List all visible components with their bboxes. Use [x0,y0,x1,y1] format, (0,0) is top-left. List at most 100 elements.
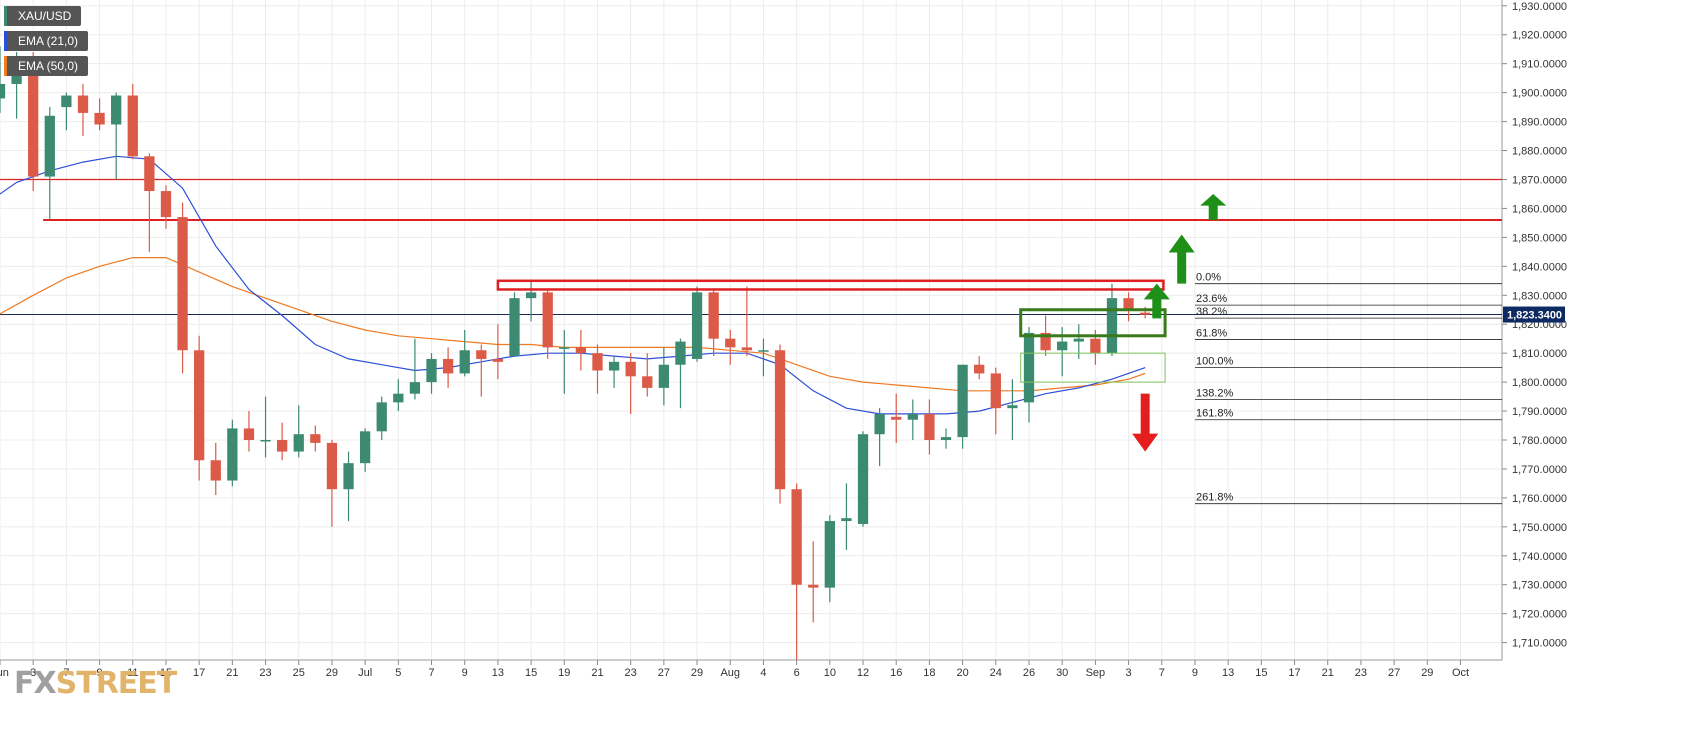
candle-body [1073,338,1084,342]
candle-body [476,350,487,359]
y-tick-label: 1,790.0000 [1512,406,1567,418]
x-tick-label: 15 [525,667,537,679]
x-tick-label: 19 [558,667,570,679]
candle-body [376,402,387,432]
x-tick-label: 10 [824,667,836,679]
candle-body [559,347,570,349]
x-tick-label: 21 [1322,667,1334,679]
candle-body [160,191,172,218]
legend-symbol-swatch [4,6,7,26]
x-tick-label: Jun [0,667,9,679]
legend-symbol[interactable]: XAU/USD [4,6,82,26]
candle-body [907,413,918,420]
x-tick-label: 13 [1222,667,1234,679]
candle-body [691,292,703,359]
logo-street: STREET [55,666,178,701]
candle-body [243,428,255,440]
candle-body [1090,338,1101,354]
candle-body [409,382,421,394]
candle-body [492,358,504,362]
x-tick-label: 27 [1388,667,1400,679]
candle-body [1140,312,1151,315]
candle-body [260,440,271,442]
x-tick-label: 7 [63,667,69,679]
legend-symbol-label: XAU/USD [18,9,72,23]
y-tick-label: 1,720.0000 [1512,609,1567,621]
x-tick-label: 9 [1192,667,1198,679]
candle-body [608,361,620,371]
candle-body [891,416,902,420]
current-price-label: 1,823.3400 [1507,310,1562,322]
x-tick-label: 23 [259,667,271,679]
y-tick-label: 1,810.0000 [1512,348,1567,360]
x-tick-label: 9 [462,667,468,679]
fib-level-label: 161.8% [1196,408,1234,420]
candle-body [194,350,205,461]
candle-body [509,298,520,357]
candle-body [791,489,802,585]
candle-body [127,95,138,157]
candle-body [310,434,321,443]
candle-body [841,518,852,522]
y-tick-label: 1,930.0000 [1512,1,1567,13]
candle-body [0,83,6,99]
fib-level-label: 38.2% [1196,306,1227,318]
up-arrow-1 [1143,283,1170,319]
candle-body [1007,405,1018,409]
candle-body [393,393,404,403]
candle-body [1023,332,1035,403]
candle-body [144,156,155,192]
candle-body [227,428,238,481]
candle-body [708,292,719,339]
x-tick-label: 17 [193,667,205,679]
y-tick-label: 1,890.0000 [1512,117,1567,129]
y-tick-label: 1,770.0000 [1512,464,1567,476]
candle-body [459,350,470,374]
x-tick-label: 5 [395,667,401,679]
x-tick-label: 3 [1126,667,1132,679]
candle-body [625,361,636,377]
candle-body [1106,298,1118,354]
x-tick-label: 16 [890,667,902,679]
candle-body [774,350,786,490]
x-tick-label: 12 [857,667,869,679]
candle-body [990,373,1001,409]
candle-body [758,350,769,352]
candle-body [1123,298,1134,310]
x-tick-label: 27 [658,667,670,679]
x-tick-label: 23 [625,667,637,679]
candle-body [326,442,338,490]
legend-ema21[interactable]: EMA (21,0) [4,31,89,51]
fxstreet-logo: FXSTREET [14,666,178,701]
fib-level-label: 0.0% [1196,272,1221,284]
y-tick-label: 1,850.0000 [1512,232,1567,244]
y-tick-label: 1,840.0000 [1512,261,1567,273]
down-arrow [1132,393,1159,452]
x-tick-label: 23 [1355,667,1367,679]
x-tick-label: 24 [990,667,1002,679]
y-tick-label: 1,910.0000 [1512,59,1567,71]
y-tick-label: 1,830.0000 [1512,290,1567,302]
x-tick-label: 7 [1159,667,1165,679]
candle-body [94,112,105,125]
legend-ema21-swatch [4,31,7,51]
y-tick-label: 1,880.0000 [1512,146,1567,158]
x-tick-label: 29 [1421,667,1433,679]
plot-area [0,0,1502,660]
x-tick-label: 15 [1255,667,1267,679]
y-tick-label: 1,730.0000 [1512,580,1567,592]
candle-body [426,358,437,383]
logo-fx: FX [14,666,57,701]
candle-body [575,347,587,354]
legend-ema50[interactable]: EMA (50,0) [4,56,89,76]
y-tick-label: 1,900.0000 [1512,88,1567,100]
x-tick-label: Jul [358,667,372,679]
x-tick-label: Oct [1452,667,1469,679]
candle-body [525,292,537,299]
candle-body [111,95,122,125]
candle-body [725,338,736,348]
y-tick-label: 1,920.0000 [1512,30,1567,42]
y-tick-label: 1,800.0000 [1512,377,1567,389]
